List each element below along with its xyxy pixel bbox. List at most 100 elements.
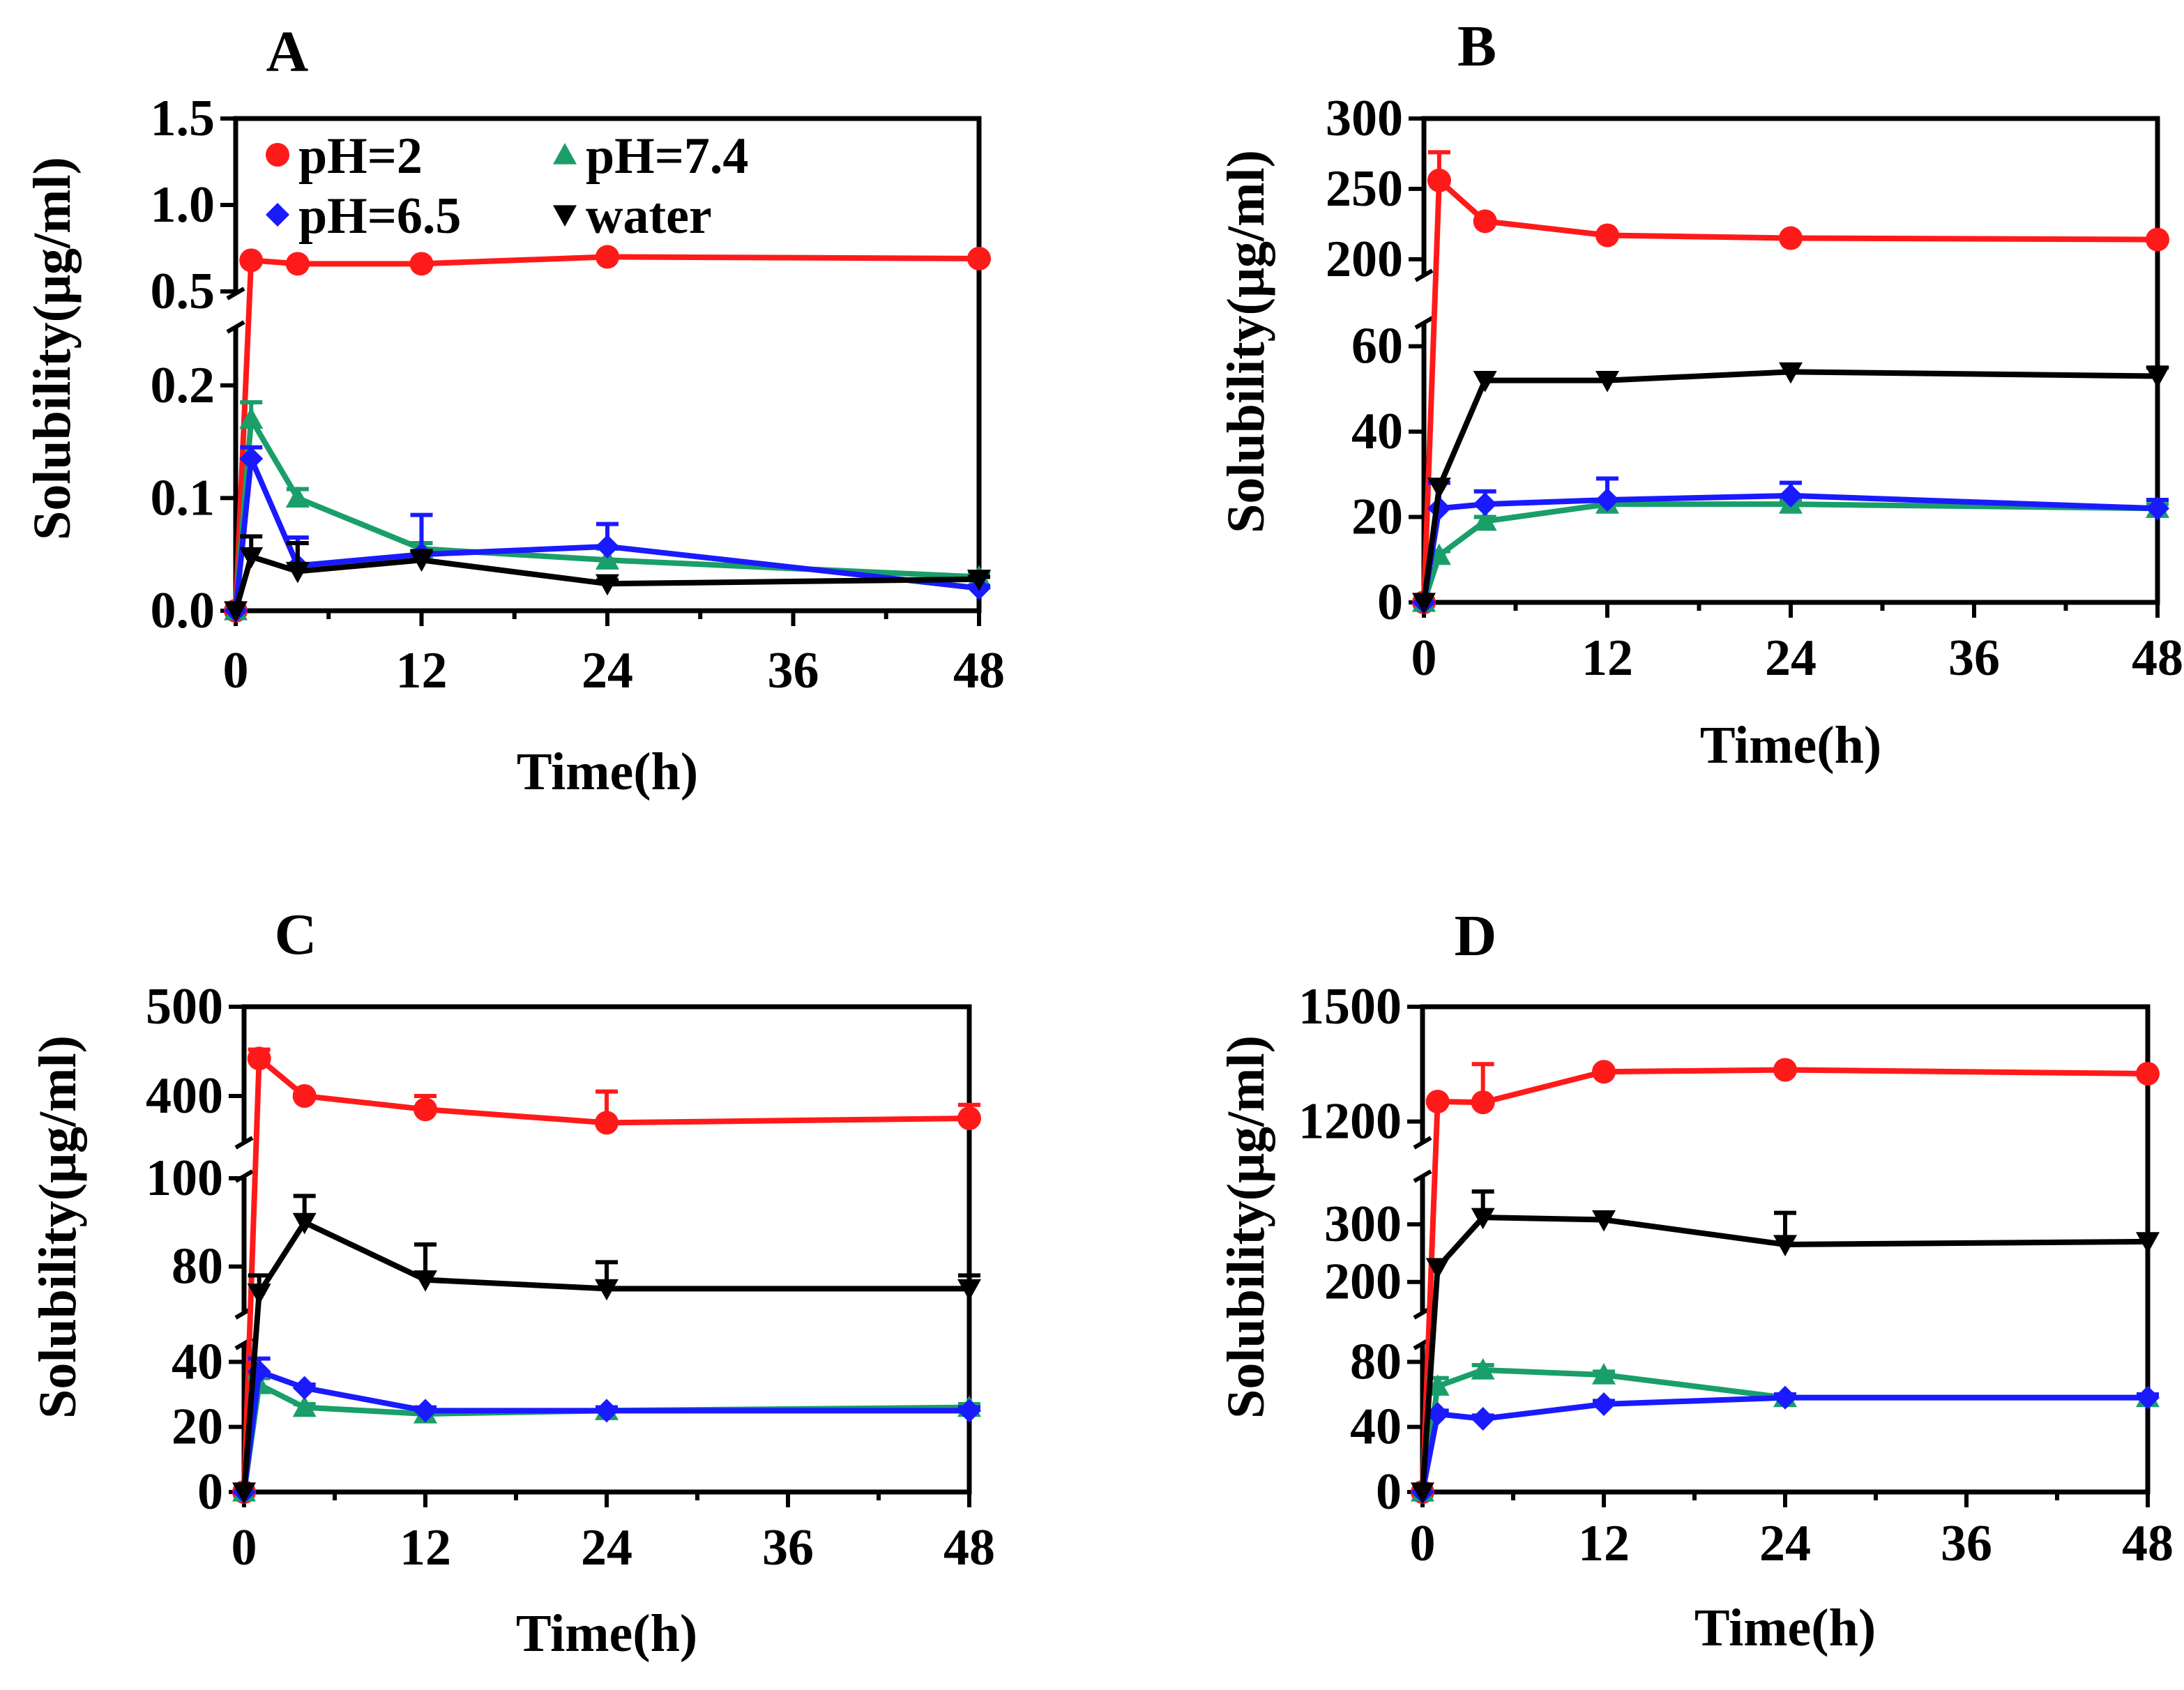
data-point [2146, 227, 2169, 252]
legend-marker [553, 205, 577, 227]
data-point [292, 1084, 317, 1108]
series-pH=6.5 [1411, 1385, 2160, 1504]
y-tick-label: 0 [197, 1463, 223, 1521]
x-tick-label: 36 [1948, 630, 2000, 687]
x-tick-label: 12 [400, 1519, 451, 1576]
data-point [957, 1399, 981, 1423]
panel-letter: D [1455, 904, 1497, 968]
x-tick-label: 0 [232, 1519, 257, 1576]
y-tick-label: 1.0 [151, 176, 215, 234]
y-axis-label: Solubility(μg/ml) [29, 1035, 87, 1419]
x-tick-label: 0 [223, 642, 249, 699]
data-point [247, 1046, 271, 1071]
series-water [1411, 1189, 2160, 1504]
series-line [233, 254, 980, 611]
y-tick-label: 0.5 [151, 263, 215, 320]
y-tick-label: 20 [1351, 489, 1403, 546]
series-line [241, 1369, 969, 1493]
data-point [285, 561, 310, 584]
data-point [595, 1399, 619, 1423]
data-point [1471, 1407, 1495, 1431]
y-tick-label: 400 [146, 1067, 223, 1125]
y-tick-label: 300 [1326, 90, 1403, 147]
data-point [1471, 1090, 1495, 1115]
plot-frame [1421, 116, 2160, 605]
data-point [1473, 371, 1497, 393]
data-point [247, 1284, 271, 1305]
data-point [595, 1111, 619, 1135]
data-point [1592, 1363, 1616, 1385]
y-tick-label: 250 [1326, 160, 1403, 218]
x-tick-label: 48 [2122, 1515, 2174, 1572]
x-tick-label: 36 [762, 1519, 814, 1576]
data-point [596, 534, 619, 558]
y-tick-label: 200 [1326, 231, 1403, 288]
series-pH=6.5 [232, 1356, 981, 1504]
series-pH=6.5 [224, 445, 991, 623]
data-point [967, 570, 991, 591]
data-point [292, 1376, 317, 1400]
x-tick-label: 48 [2132, 630, 2183, 687]
data-point [1427, 168, 1451, 192]
series-pH=7.4 [232, 1373, 981, 1502]
y-tick-label: 1200 [1298, 1093, 1402, 1150]
series-line [241, 1056, 970, 1493]
legend-label: pH=6.5 [298, 188, 461, 245]
data-point [595, 1279, 619, 1301]
y-axis-label: Solubility(μg/ml) [23, 157, 82, 540]
y-tick-label: 80 [1350, 1333, 1402, 1390]
series-pH=2 [1411, 1058, 2160, 1504]
axis-break-mark [1413, 1136, 1432, 1150]
x-tick-label: 48 [943, 1519, 995, 1576]
legend: pH=2 pH=7.4 pH=6.5 water [266, 128, 748, 245]
y-tick-label: 40 [1350, 1399, 1402, 1456]
data-point [1471, 1358, 1495, 1380]
legend-label: pH=2 [298, 128, 423, 185]
data-point [1773, 1235, 1797, 1256]
series-line [233, 554, 980, 612]
axis-break-mark [1414, 268, 1434, 282]
panel-letter: B [1457, 14, 1496, 79]
series-pH=6.5 [1412, 476, 2169, 614]
axis-break-mark [234, 1136, 254, 1150]
data-point [1412, 593, 1436, 614]
data-point [292, 1395, 317, 1417]
panel-letter: A [266, 20, 309, 84]
y-tick-label: 200 [1324, 1254, 1402, 1311]
x-axis-label: Time(h) [516, 1604, 697, 1663]
series-line [1421, 501, 2158, 604]
data-point [1773, 1058, 1797, 1082]
y-tick-label: 300 [1324, 1196, 1402, 1253]
data-point [2146, 366, 2169, 388]
legend-marker [266, 203, 289, 227]
data-point [414, 1399, 437, 1423]
y-tick-label: 60 [1351, 318, 1403, 375]
data-point [239, 248, 264, 273]
data-point [239, 407, 264, 429]
series-pH=7.4 [1411, 1358, 2160, 1502]
data-point [1425, 1402, 1450, 1426]
y-tick-label: 0.0 [151, 582, 215, 639]
data-point [1779, 226, 1803, 250]
data-point [1592, 1060, 1616, 1084]
axis-break-mark [1413, 1169, 1432, 1183]
legend-marker [553, 143, 577, 165]
data-point [1425, 1258, 1450, 1280]
data-point [232, 1482, 256, 1504]
data-point [285, 252, 310, 276]
data-point [1773, 1385, 1797, 1410]
series-line [1421, 369, 2158, 603]
data-point [239, 446, 264, 471]
x-axis-label: Time(h) [517, 743, 698, 801]
data-point [2136, 1232, 2160, 1254]
data-point [596, 574, 619, 596]
data-point [1592, 1392, 1616, 1416]
y-tick-label: 20 [172, 1399, 223, 1456]
data-point [292, 1212, 317, 1235]
series-line [1420, 1215, 2148, 1493]
legend-label: pH=7.4 [586, 128, 748, 185]
data-point [1471, 1208, 1495, 1230]
y-tick-label: 100 [146, 1150, 223, 1207]
y-axis-label: Solubility(μg/ml) [1217, 1035, 1275, 1419]
data-point [596, 548, 619, 570]
